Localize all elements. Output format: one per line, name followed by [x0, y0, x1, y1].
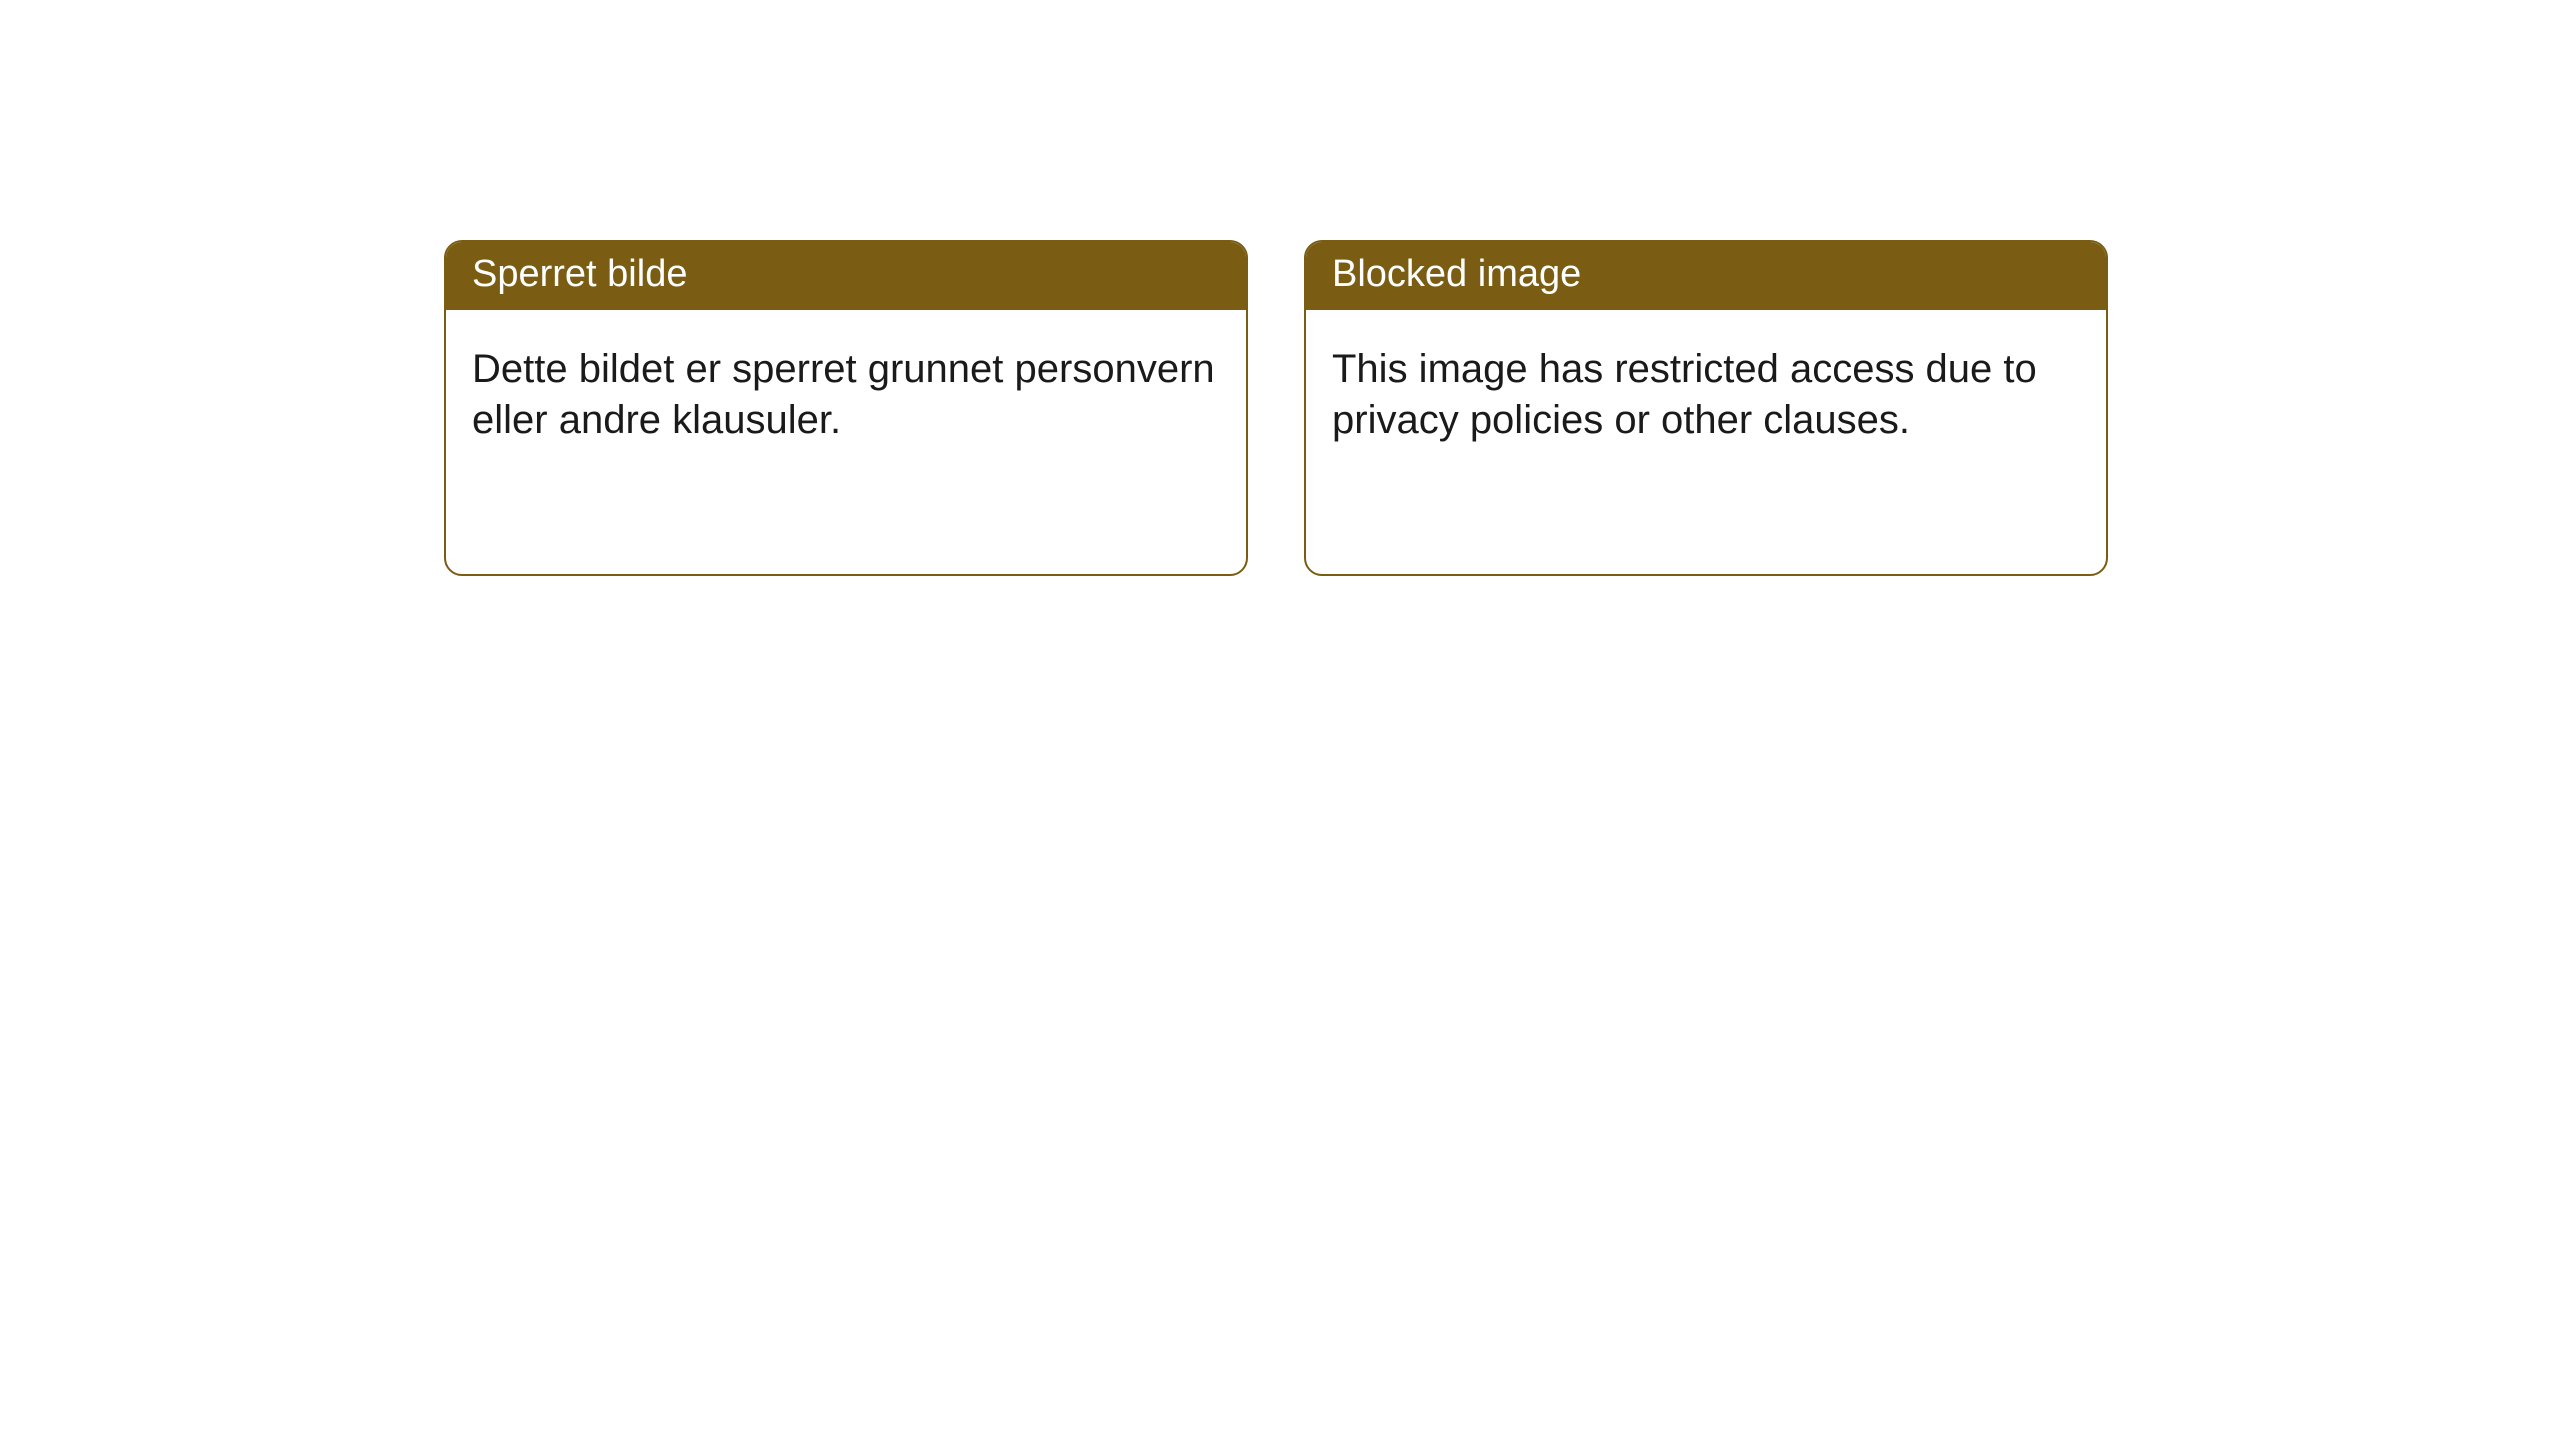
notice-card-english: Blocked image This image has restricted … — [1304, 240, 2108, 576]
notice-header-norwegian: Sperret bilde — [446, 242, 1246, 310]
notice-body-english: This image has restricted access due to … — [1306, 310, 2106, 472]
notice-container: Sperret bilde Dette bildet er sperret gr… — [0, 0, 2560, 576]
notice-body-norwegian: Dette bildet er sperret grunnet personve… — [446, 310, 1246, 472]
notice-header-english: Blocked image — [1306, 242, 2106, 310]
notice-card-norwegian: Sperret bilde Dette bildet er sperret gr… — [444, 240, 1248, 576]
